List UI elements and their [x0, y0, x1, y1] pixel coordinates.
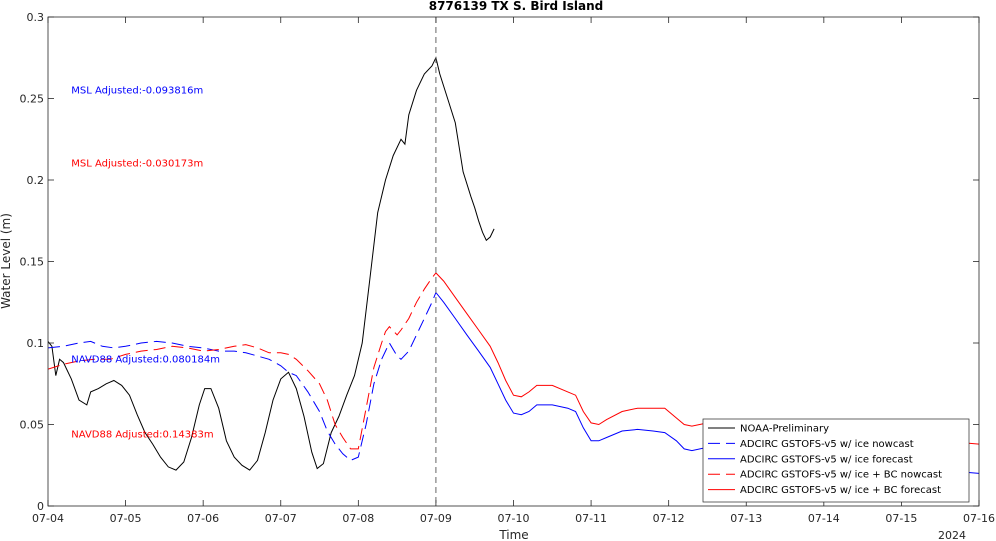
series-line-2: [48, 292, 437, 461]
y-tick-label: 0.25: [20, 93, 45, 106]
x-tick-label: 07-07: [265, 512, 297, 525]
annotation-text-3: NAVD88 Adjusted:0.080184m: [71, 354, 220, 365]
y-tick-label: 0.1: [27, 337, 45, 350]
year-label: 2024: [938, 529, 966, 541]
y-tick-label: 0: [37, 500, 44, 513]
annotations: MSL Adjusted:-0.093816m MSL Adjusted:-0.0…: [71, 85, 220, 440]
annotation-text-4: NAVD88 Adjusted:0.14383m: [71, 429, 213, 440]
x-tick-label: 07-04: [32, 512, 64, 525]
x-tick-label: 07-12: [653, 512, 685, 525]
legend-entry: NOAA-Preliminary: [740, 424, 829, 435]
chart-title: 8776139 TX S. Bird Island: [429, 0, 604, 13]
x-tick-label: 07-15: [885, 512, 917, 525]
annotation-text-1: MSL Adjusted:-0.093816m: [71, 85, 203, 96]
x-tick-label: 07-08: [342, 512, 374, 525]
x-tick-label: 07-09: [420, 512, 452, 525]
annotation-text-2: MSL Adjusted:-0.030173m: [71, 159, 203, 170]
x-tick-label: 07-13: [730, 512, 762, 525]
y-axis: 0 0.05 0.1 0.15 0.2 0.25 0.3: [20, 11, 979, 513]
x-tick-label: 07-06: [187, 512, 219, 525]
legend-box: [702, 418, 970, 503]
x-axis: 07-04 07-05 07-06 07-07 07-08 07-09 07-10 07-11…: [32, 17, 995, 525]
y-axis-label: Water Level (m): [0, 213, 13, 309]
y-tick-label: 0.05: [20, 419, 45, 432]
series-line-4: [48, 272, 437, 450]
y-tick-label: 0.2: [27, 174, 45, 187]
y-tick-label: 0.15: [20, 256, 45, 269]
legend-entry: ADCIRC GSTOFS-v5 w/ ice nowcast: [740, 439, 914, 450]
legend-entry: ADCIRC GSTOFS-v5 w/ ice + BC nowcast: [740, 470, 942, 481]
x-tick-label: 07-16: [963, 512, 995, 525]
legend-entry: ADCIRC GSTOFS-v5 w/ ice + BC forecast: [740, 485, 941, 496]
x-tick-label: 07-10: [498, 512, 530, 525]
x-tick-label: 07-14: [808, 512, 840, 525]
x-axis-label: Time: [498, 528, 528, 541]
legend-entry: ADCIRC GSTOFS-v5 w/ ice forecast: [740, 454, 913, 465]
legend: NOAA-Preliminary ADCIRC GSTOFS-v5 w/ ice …: [702, 418, 970, 503]
x-tick-label: 07-11: [575, 512, 607, 525]
x-tick-label: 07-05: [110, 512, 142, 525]
y-tick-label: 0.3: [27, 11, 45, 24]
